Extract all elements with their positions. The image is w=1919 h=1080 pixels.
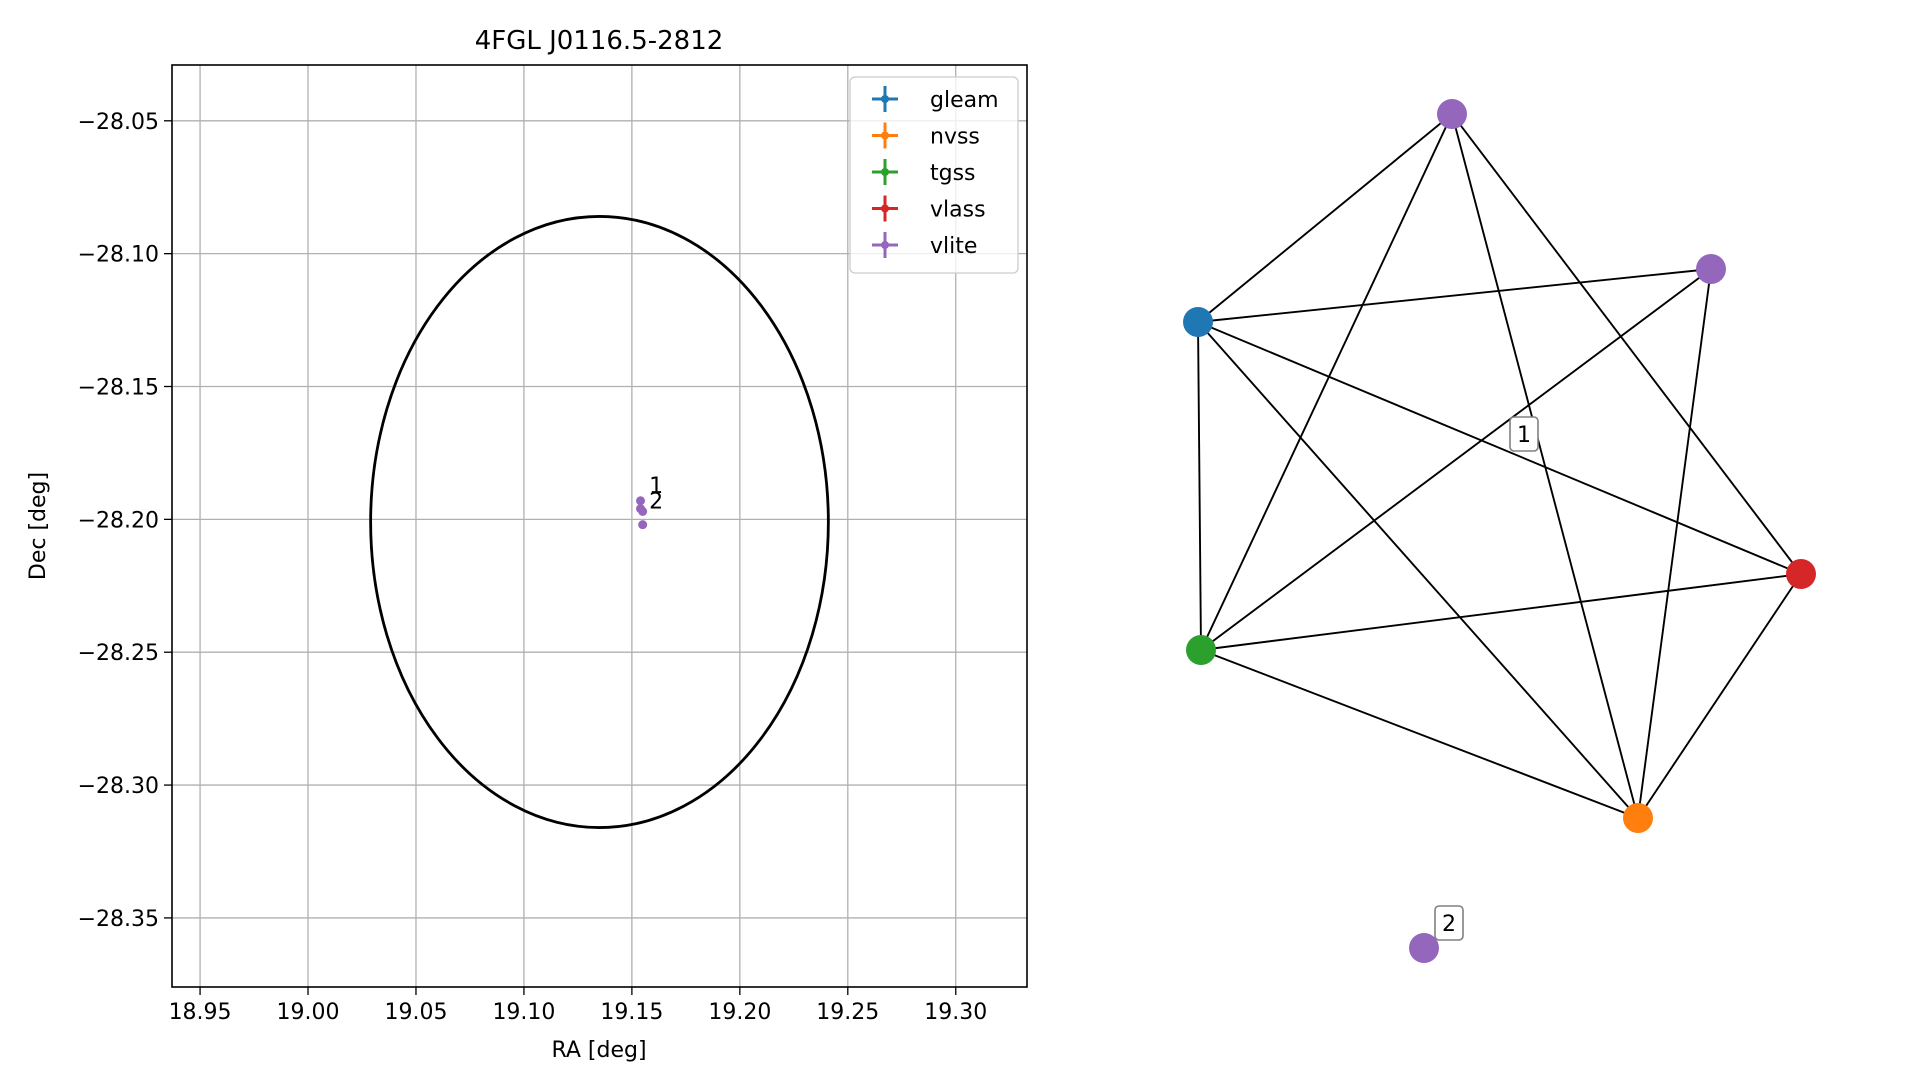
legend-marker-dot <box>881 95 889 103</box>
x-axis-ticks: 18.95 19.00 19.05 19.10 19.15 19.20 19.25 19.30 <box>169 987 987 1025</box>
y-tick-label: −28.10 <box>78 243 159 268</box>
y-tick-label: −28.35 <box>78 907 159 932</box>
legend-marker-dot <box>881 241 889 249</box>
scatter-panel: 4FGL J0116.5-2812 12 18.95 19.00 19.05 19.1… <box>26 26 1028 1063</box>
network-graph: 12 <box>1183 99 1816 963</box>
graph-node-vlite <box>1696 254 1726 284</box>
edges-layer <box>1197 113 1802 819</box>
group-label-box <box>1509 416 1539 452</box>
legend-label-vlass: vlass <box>930 198 986 223</box>
point-annotation: 1 <box>649 474 663 499</box>
graph-node-vlass <box>1786 559 1816 589</box>
x-axis-label: RA [deg] <box>551 1038 646 1063</box>
legend-label-vlite: vlite <box>930 234 977 259</box>
network-labels: 12 <box>1434 416 1539 941</box>
graph-node-gleam <box>1183 307 1213 337</box>
x-tick-label: 19.10 <box>492 1000 555 1025</box>
group-label: 2 <box>1442 912 1456 937</box>
x-tick-label: 19.00 <box>277 1000 340 1025</box>
legend-marker-dot <box>881 204 889 213</box>
graph-edge-tgss-vlass <box>1200 573 1802 651</box>
axes-frame <box>171 64 1028 988</box>
graph-edge-gleam-vlite_right <box>1197 268 1712 323</box>
y-tick-label: −28.25 <box>78 641 159 666</box>
graph-edge-tgss-nvss <box>1200 649 1639 819</box>
graph-edge-gleam-tgss <box>1197 321 1202 651</box>
x-tick-label: 19.30 <box>924 1000 987 1025</box>
graph-node-nvss <box>1623 803 1653 833</box>
graph-node-vlite <box>1437 99 1467 129</box>
legend-marker-dot <box>881 131 889 140</box>
x-tick-label: 18.95 <box>169 1000 232 1025</box>
points-layer: 12 <box>636 474 663 530</box>
legend-label-tgss: tgss <box>930 161 976 186</box>
graph-edge-vlite_right-nvss <box>1637 268 1712 819</box>
graph-edge-gleam-nvss <box>1197 321 1639 819</box>
data-point-vlite <box>638 520 648 530</box>
legend: gleam nvss tgss vlass vlite <box>849 76 1019 274</box>
legend-label-gleam: gleam <box>930 88 999 113</box>
group-label-box <box>1434 905 1464 941</box>
data-point-vlite <box>638 506 648 516</box>
ellipse-layer <box>369 215 830 829</box>
graph-edge-vlite_right-tgss <box>1200 268 1712 651</box>
graph-node-vlite <box>1409 933 1439 963</box>
point-annotation: 2 <box>649 490 663 515</box>
y-tick-label: −28.20 <box>78 508 159 533</box>
group-label: 1 <box>1517 423 1531 448</box>
legend-box <box>849 76 1019 274</box>
grid <box>172 65 1027 987</box>
y-axis-label: Dec [deg] <box>26 472 51 580</box>
localization-ellipse <box>369 215 830 829</box>
data-point-vlite <box>636 496 646 506</box>
y-tick-label: −28.15 <box>78 376 159 401</box>
x-tick-label: 19.20 <box>708 1000 771 1025</box>
y-tick-label: −28.05 <box>78 110 159 135</box>
graph-node-tgss <box>1186 635 1216 665</box>
legend-label-nvss: nvss <box>930 125 980 150</box>
x-tick-label: 19.25 <box>816 1000 879 1025</box>
graph-edge-nvss-vlass <box>1637 573 1802 819</box>
nodes-layer <box>1183 99 1816 963</box>
y-axis-ticks: −28.05 −28.10 −28.15 −28.20 −28.25 −28.30 −28.… <box>78 110 172 932</box>
x-tick-label: 19.15 <box>600 1000 663 1025</box>
x-tick-label: 19.05 <box>384 1000 447 1025</box>
y-tick-label: −28.30 <box>78 774 159 799</box>
legend-marker-dot <box>881 168 889 176</box>
graph-edge-vlite_top-vlass <box>1451 113 1802 575</box>
graph-edge-vlite_top-gleam <box>1197 113 1453 323</box>
graph-edge-gleam-vlass <box>1197 321 1802 575</box>
graph-edge-vlite_top-tgss <box>1200 113 1453 651</box>
chart-title: 4FGL J0116.5-2812 <box>475 26 724 56</box>
